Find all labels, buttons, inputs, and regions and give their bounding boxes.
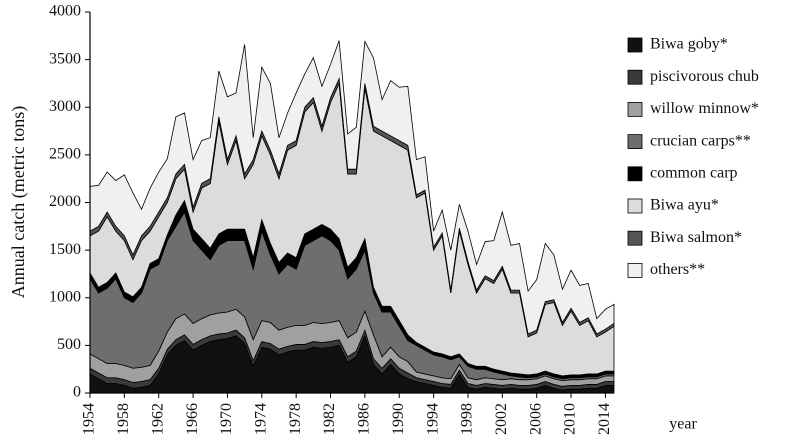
x-tick-label: 2010 — [562, 403, 579, 435]
legend-swatch — [627, 198, 643, 214]
x-tick-label: 2006 — [527, 403, 544, 435]
legend-label: others** — [650, 261, 705, 278]
legend-label: piscivorous chub — [650, 68, 759, 85]
y-tick-label: 3000 — [49, 98, 81, 115]
y-tick-label: 500 — [57, 336, 81, 353]
legend-label: Biwa goby* — [650, 36, 728, 53]
legend-swatch — [627, 134, 643, 150]
x-tick-label: 1974 — [252, 403, 269, 435]
x-tick-label: 1958 — [115, 403, 132, 435]
legend-swatch — [627, 166, 643, 182]
area — [89, 40, 615, 335]
legend-label: Biwa ayu* — [650, 197, 719, 214]
y-tick-label: 1000 — [49, 288, 81, 305]
x-tick-label: 1978 — [287, 403, 304, 435]
x-axis-label: year — [669, 416, 697, 433]
y-tick-label: 0 — [73, 384, 81, 401]
y-axis-label: Annual catch (metric tons) — [8, 106, 29, 298]
x-tick-label: 1982 — [321, 403, 338, 435]
y-tick-label: 4000 — [49, 3, 81, 20]
y-tick-label: 2000 — [49, 193, 81, 210]
legend-swatch — [627, 69, 643, 85]
legend-label: common carp — [650, 164, 738, 181]
legend-swatch — [627, 230, 643, 246]
x-tick-label: 1994 — [424, 403, 441, 435]
x-tick-label: 1990 — [390, 403, 407, 435]
x-tick-label: 1970 — [218, 403, 235, 435]
x-tick-label: 1986 — [356, 403, 373, 435]
x-tick-label: 1962 — [149, 403, 166, 435]
x-tick-label: 2014 — [596, 403, 613, 435]
y-tick-label: 1500 — [49, 241, 81, 258]
legend-swatch — [627, 102, 643, 117]
y-tick-label: 3500 — [49, 50, 81, 67]
y-tick-label: 2500 — [49, 146, 81, 163]
x-tick-label: 1998 — [459, 403, 476, 435]
areas — [89, 40, 615, 394]
legend-swatch — [627, 37, 643, 53]
legend-label: willow minnow* — [650, 100, 759, 117]
legend-swatch — [627, 262, 643, 278]
x-tick-label: 1966 — [184, 403, 201, 435]
legend-label: Biwa salmon* — [650, 229, 742, 246]
x-tick-label: 2002 — [493, 403, 510, 435]
x-tick-label: 1954 — [81, 403, 98, 435]
legend-label: crucian carps** — [650, 132, 751, 149]
